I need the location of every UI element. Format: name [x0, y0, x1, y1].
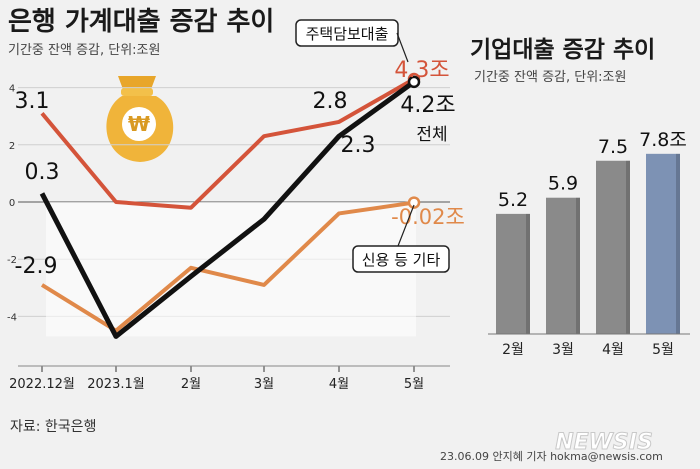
- x-tick-label: 2월: [181, 377, 201, 392]
- svg-text:₩: ₩: [128, 112, 150, 136]
- bar-shade: [526, 213, 530, 334]
- series-line-0: [40, 77, 415, 210]
- left-x-tick-labels: 2022.12월 2023.1월 2월 3월 4월 5월: [9, 365, 450, 392]
- bar-category-label: 2월: [502, 342, 524, 358]
- left-y-tick-labels: 4 2 0 -2 -4: [7, 84, 17, 324]
- bar-shade: [576, 197, 580, 334]
- credit-text: 23.06.09 안지혜 기자 hokma@newsis.com: [440, 450, 663, 463]
- source-text: 자료: 한국은행: [10, 419, 96, 435]
- y-tick-label: 2: [9, 141, 15, 152]
- legend-credit-label: 신용 등 기타: [362, 251, 441, 269]
- x-tick-label: 2023.1월: [87, 377, 144, 392]
- y-tick-label: -2: [7, 255, 17, 266]
- newsis-logo: NEWSIS: [555, 430, 653, 455]
- series-end-point: [407, 75, 421, 89]
- x-tick-label: 5월: [404, 377, 424, 392]
- right-title: 기업대출 증감 추이: [470, 37, 655, 63]
- legend-mortgage: 주택담보대출: [295, 19, 409, 63]
- x-tick-label: 3월: [254, 377, 274, 392]
- data-label: -0.02조: [391, 205, 465, 229]
- left-data-labels: 3.1 2.8 4.3조 0.3 2.3 4.2조 -2.9 -0.02조: [15, 58, 465, 279]
- bar: [546, 197, 580, 334]
- legend-total-label: 전체: [416, 125, 447, 145]
- bar: [596, 160, 630, 334]
- bar-category-label: 5월: [652, 342, 674, 358]
- y-tick-label: -4: [7, 312, 17, 323]
- bar: [646, 153, 680, 334]
- right-subtitle: 기간중 잔액 증감, 단위:조원: [474, 70, 626, 85]
- bar-category-label: 3월: [552, 342, 574, 358]
- left-subtitle: 기간중 잔액 증감, 단위:조원: [8, 43, 160, 58]
- y-tick-label: 4: [9, 84, 15, 95]
- bar-shade: [626, 160, 630, 334]
- x-tick-label: 4월: [329, 377, 349, 392]
- x-tick-label: 2022.12월: [9, 377, 75, 392]
- data-label: 0.3: [25, 160, 60, 185]
- bar-value-label: 7.8조: [639, 129, 687, 151]
- bar-category-label: 4월: [602, 342, 624, 358]
- bar-value-label: 5.2: [498, 189, 528, 211]
- series-end-point: [407, 196, 421, 209]
- data-label: 3.1: [15, 89, 50, 114]
- left-title: 은행 가계대출 증감 추이: [8, 7, 274, 37]
- data-label: 4.2조: [400, 93, 455, 118]
- y-tick-label: 0: [9, 198, 15, 209]
- legend-mortgage-label: 주택담보대출: [306, 25, 389, 43]
- legend-credit: 신용 등 기타: [352, 204, 450, 273]
- series-line-1: [39, 79, 416, 339]
- bar-shade: [676, 153, 680, 334]
- data-label: 4.3조: [394, 58, 449, 83]
- left-series-lines: [39, 72, 421, 339]
- bar: [496, 213, 530, 334]
- right-bars: [488, 153, 690, 335]
- right-bar-value-labels: 5.2 5.9 7.5 7.8조: [498, 129, 687, 211]
- money-bag-icon: ₩: [106, 76, 174, 162]
- data-label: 2.3: [341, 133, 376, 158]
- bar-value-label: 7.5: [598, 136, 628, 158]
- series-line-2: [40, 200, 415, 333]
- right-x-tick-labels: 2월 3월 4월 5월: [502, 342, 674, 358]
- data-label: -2.9: [15, 254, 58, 279]
- data-label: 2.8: [313, 89, 348, 114]
- bar-value-label: 5.9: [548, 173, 578, 195]
- left-gridlines: [18, 87, 450, 337]
